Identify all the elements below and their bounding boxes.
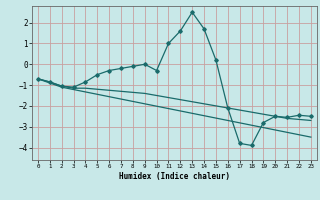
X-axis label: Humidex (Indice chaleur): Humidex (Indice chaleur)	[119, 172, 230, 181]
